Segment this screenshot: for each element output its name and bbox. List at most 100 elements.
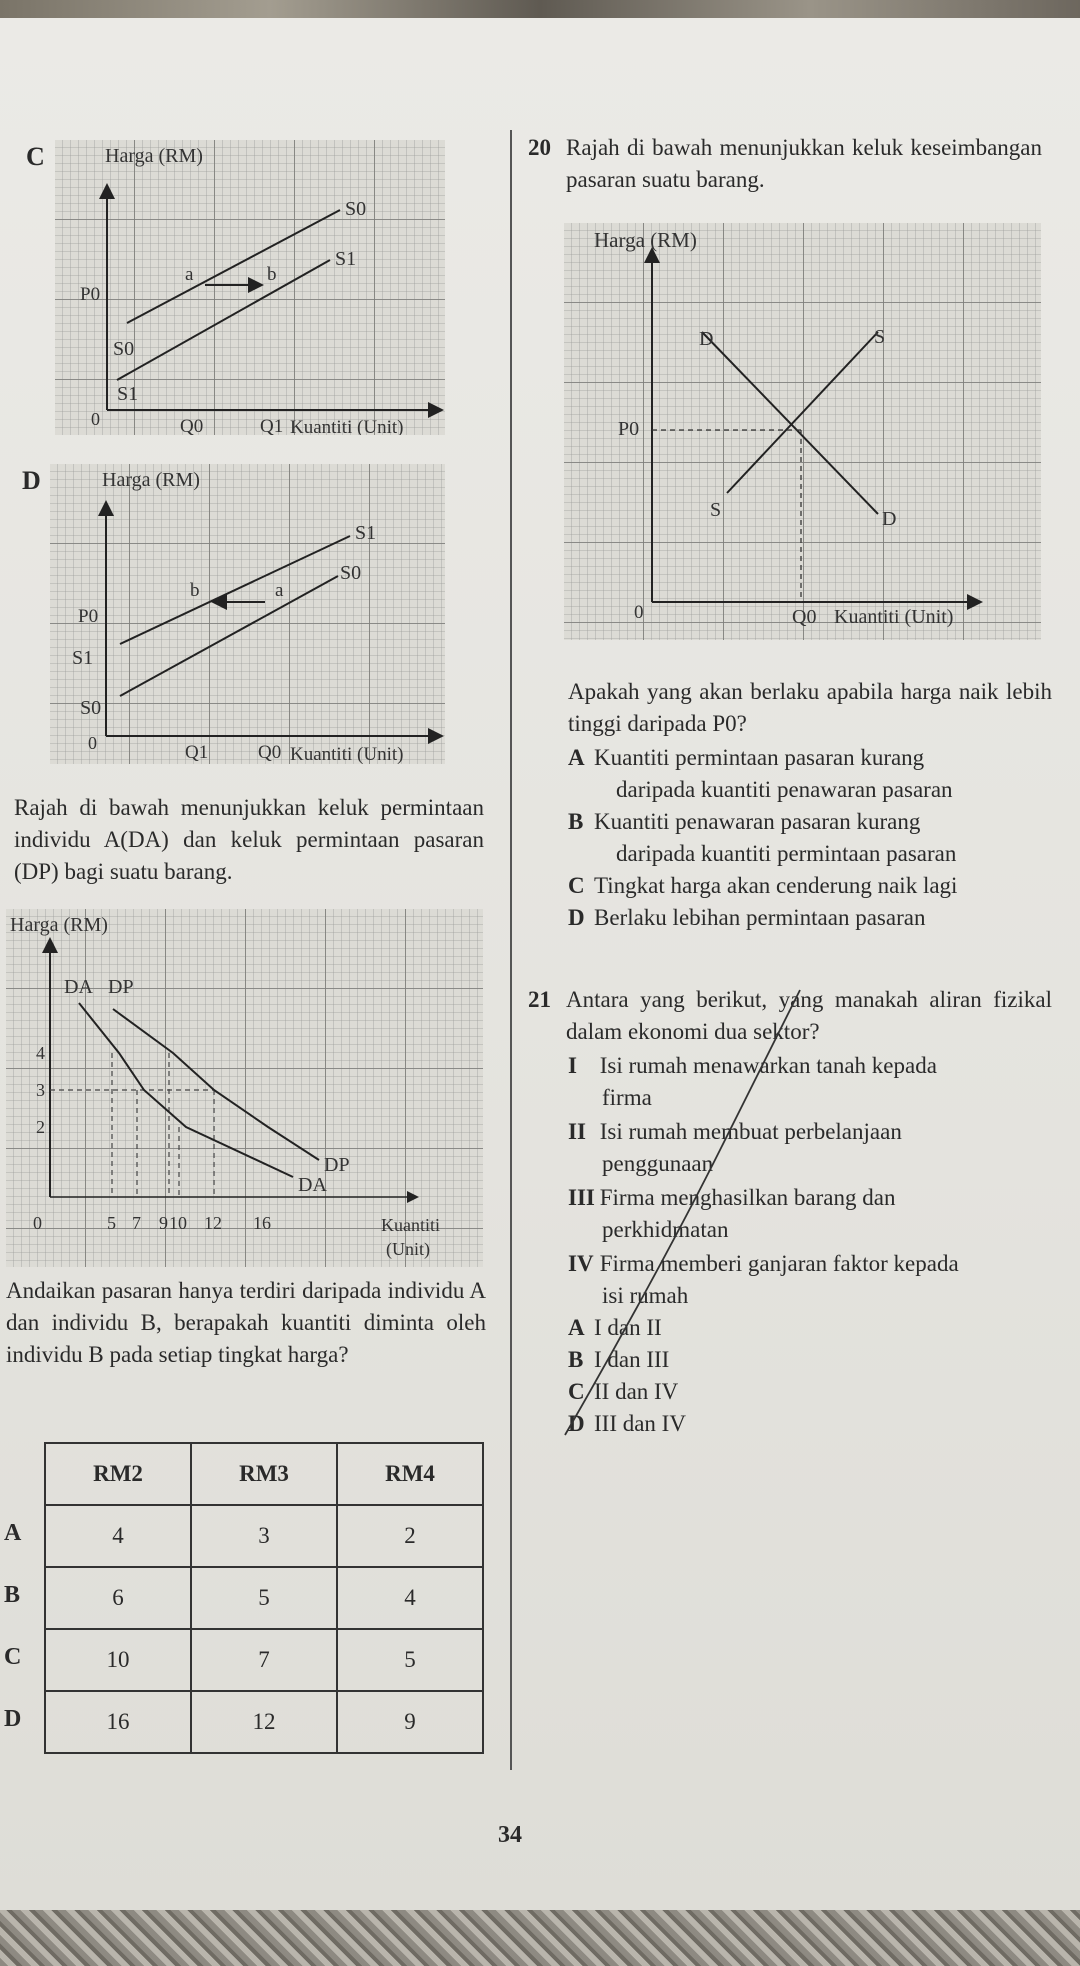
x-axis-label: Kuantiti (Unit) <box>290 417 403 435</box>
quantity-label: Q0 <box>792 606 816 628</box>
x-axis-label: Kuantiti (Unit) <box>290 744 403 764</box>
table-cell: 3 <box>190 1504 338 1568</box>
demand-start-label: D <box>699 328 713 350</box>
supply-curve-lower <box>116 259 331 381</box>
q-label-a: Q0 <box>180 416 203 435</box>
question20-stem: Rajah di bawah menunjukkan keluk keseimb… <box>566 135 1042 192</box>
q-label-b: Q1 <box>260 416 283 435</box>
option-letter: D <box>4 1706 22 1732</box>
table-cell: 5 <box>336 1628 484 1692</box>
individual-demand-curve <box>78 1002 294 1178</box>
origin-label: 0 <box>88 733 97 753</box>
table-cell: 4 <box>44 1504 192 1568</box>
table-header: RM3 <box>190 1442 338 1506</box>
curve-lower-start-label: S0 <box>80 697 101 719</box>
demand-curve <box>701 331 879 515</box>
option-letter: A <box>568 745 585 770</box>
option-c-label: C <box>26 142 45 171</box>
curve-label-da-end: DA <box>298 1174 327 1196</box>
column-divider <box>510 130 512 1770</box>
option-letter: B <box>4 1582 21 1608</box>
supply-curve-upper <box>126 209 341 324</box>
price-label: P0 <box>78 606 98 627</box>
option-letter: C <box>568 1379 585 1404</box>
supply-start-label: S <box>710 499 721 521</box>
option-text: Kuantiti permintaan pasaran kurang <box>594 745 925 770</box>
statement-i: I Isi rumah menawarkan tanah kepada firma <box>568 1053 937 1110</box>
statement-iii: III Firma menghasilkan barang dan perkhid… <box>568 1185 896 1242</box>
question20-option-a[interactable]: A Kuantiti permintaan pasaran kurang dari… <box>568 742 1058 806</box>
pen-strike-mark <box>564 989 801 1436</box>
curve-lower-start-label: S1 <box>117 383 138 405</box>
question21-option-c[interactable]: C II dan IV <box>568 1376 678 1408</box>
y-axis-label: Harga (RM) <box>102 469 200 491</box>
question21-number: 21 <box>528 987 551 1012</box>
curve-label-dp-end: DP <box>324 1154 350 1176</box>
question21-option-a[interactable]: A I dan II <box>568 1312 662 1344</box>
x-tick: 12 <box>204 1213 222 1233</box>
page-number: 34 <box>498 1822 522 1848</box>
question20-option-c[interactable]: C Tingkat harga akan cenderung naik lagi <box>568 870 957 902</box>
background-top-edge <box>0 0 1080 18</box>
x-axis-label: Kuantiti (Unit) <box>834 606 953 628</box>
y-axis-label: Harga (RM) <box>10 914 108 936</box>
table-cell: 2 <box>336 1504 484 1568</box>
x-tick: 16 <box>253 1213 271 1233</box>
supply-curve <box>726 331 879 494</box>
statement-iv: IV Firma memberi ganjaran faktor kepada i… <box>568 1251 959 1308</box>
question19-question: Andaikan pasaran hanya terdiri daripada … <box>6 1278 486 1367</box>
demand-end-label: D <box>882 508 896 530</box>
point-b-label: b <box>190 580 200 601</box>
option-d-label: D <box>22 466 41 495</box>
curve-label-da: DA <box>64 976 93 998</box>
point-b-label: b <box>267 264 277 285</box>
curve-upper-end-label: S0 <box>345 198 366 220</box>
option-text: Berlaku lebihan permintaan pasaran <box>594 905 926 930</box>
table-cell: 9 <box>336 1690 484 1754</box>
table-header: RM4 <box>336 1442 484 1506</box>
supply-curve-lower <box>119 575 339 697</box>
option-letter: C <box>4 1644 22 1670</box>
origin-label: 0 <box>634 602 644 623</box>
option-letter: B <box>568 1347 584 1372</box>
option-text: I dan III <box>594 1347 670 1372</box>
y-tick: 2 <box>36 1117 45 1137</box>
y-tick: 3 <box>36 1080 45 1100</box>
x-tick: 0 <box>33 1213 42 1233</box>
question19-demand-chart: Harga (RM) 4 3 2 0 5 7 9 10 12 16 Kuanti… <box>6 909 483 1267</box>
table-cell: 16 <box>44 1690 192 1754</box>
curve-upper-start-label: S1 <box>72 647 93 669</box>
option-letter: D <box>568 905 585 930</box>
q-label-b: Q0 <box>258 742 281 763</box>
option-text: II dan IV <box>594 1379 679 1404</box>
y-axis-label: Harga (RM) <box>594 228 697 252</box>
x-tick: 5 <box>107 1213 116 1233</box>
origin-label: 0 <box>91 409 100 429</box>
option-letter: C <box>568 873 585 898</box>
background-fabric <box>0 1910 1080 1966</box>
table-cell: 10 <box>44 1628 192 1692</box>
option-text: III dan IV <box>594 1411 686 1436</box>
option-letter: D <box>568 1411 585 1436</box>
question20-option-d[interactable]: D Berlaku lebihan permintaan pasaran <box>568 902 925 934</box>
option-letter: A <box>568 1315 585 1340</box>
x-tick: 10 <box>169 1213 187 1233</box>
question20-number: 20 <box>528 135 551 160</box>
option-text: daripada kuantiti permintaan pasaran <box>616 841 957 866</box>
option-text: Tingkat harga akan cenderung naik lagi <box>594 873 958 898</box>
question20-option-b[interactable]: B Kuantiti penawaran pasaran kurang darip… <box>568 806 1058 870</box>
option-c-supply-chart: Harga (RM) Kuantiti (Unit) 0 P0 Q0 Q1 a … <box>55 140 445 435</box>
curve-lower-end-label: S0 <box>340 562 361 584</box>
question21-option-d[interactable]: D III dan IV <box>568 1408 686 1440</box>
table-cell: 7 <box>190 1628 338 1692</box>
curve-upper-start-label: S0 <box>113 338 134 360</box>
option-text: Kuantiti penawaran pasaran kurang <box>594 809 921 834</box>
question21-option-b[interactable]: B I dan III <box>568 1344 669 1376</box>
curve-upper-end-label: S1 <box>355 522 376 544</box>
option-text: daripada kuantiti penawaran pasaran <box>616 777 953 802</box>
table-cell: 5 <box>190 1566 338 1630</box>
table-header: RM2 <box>44 1442 192 1506</box>
